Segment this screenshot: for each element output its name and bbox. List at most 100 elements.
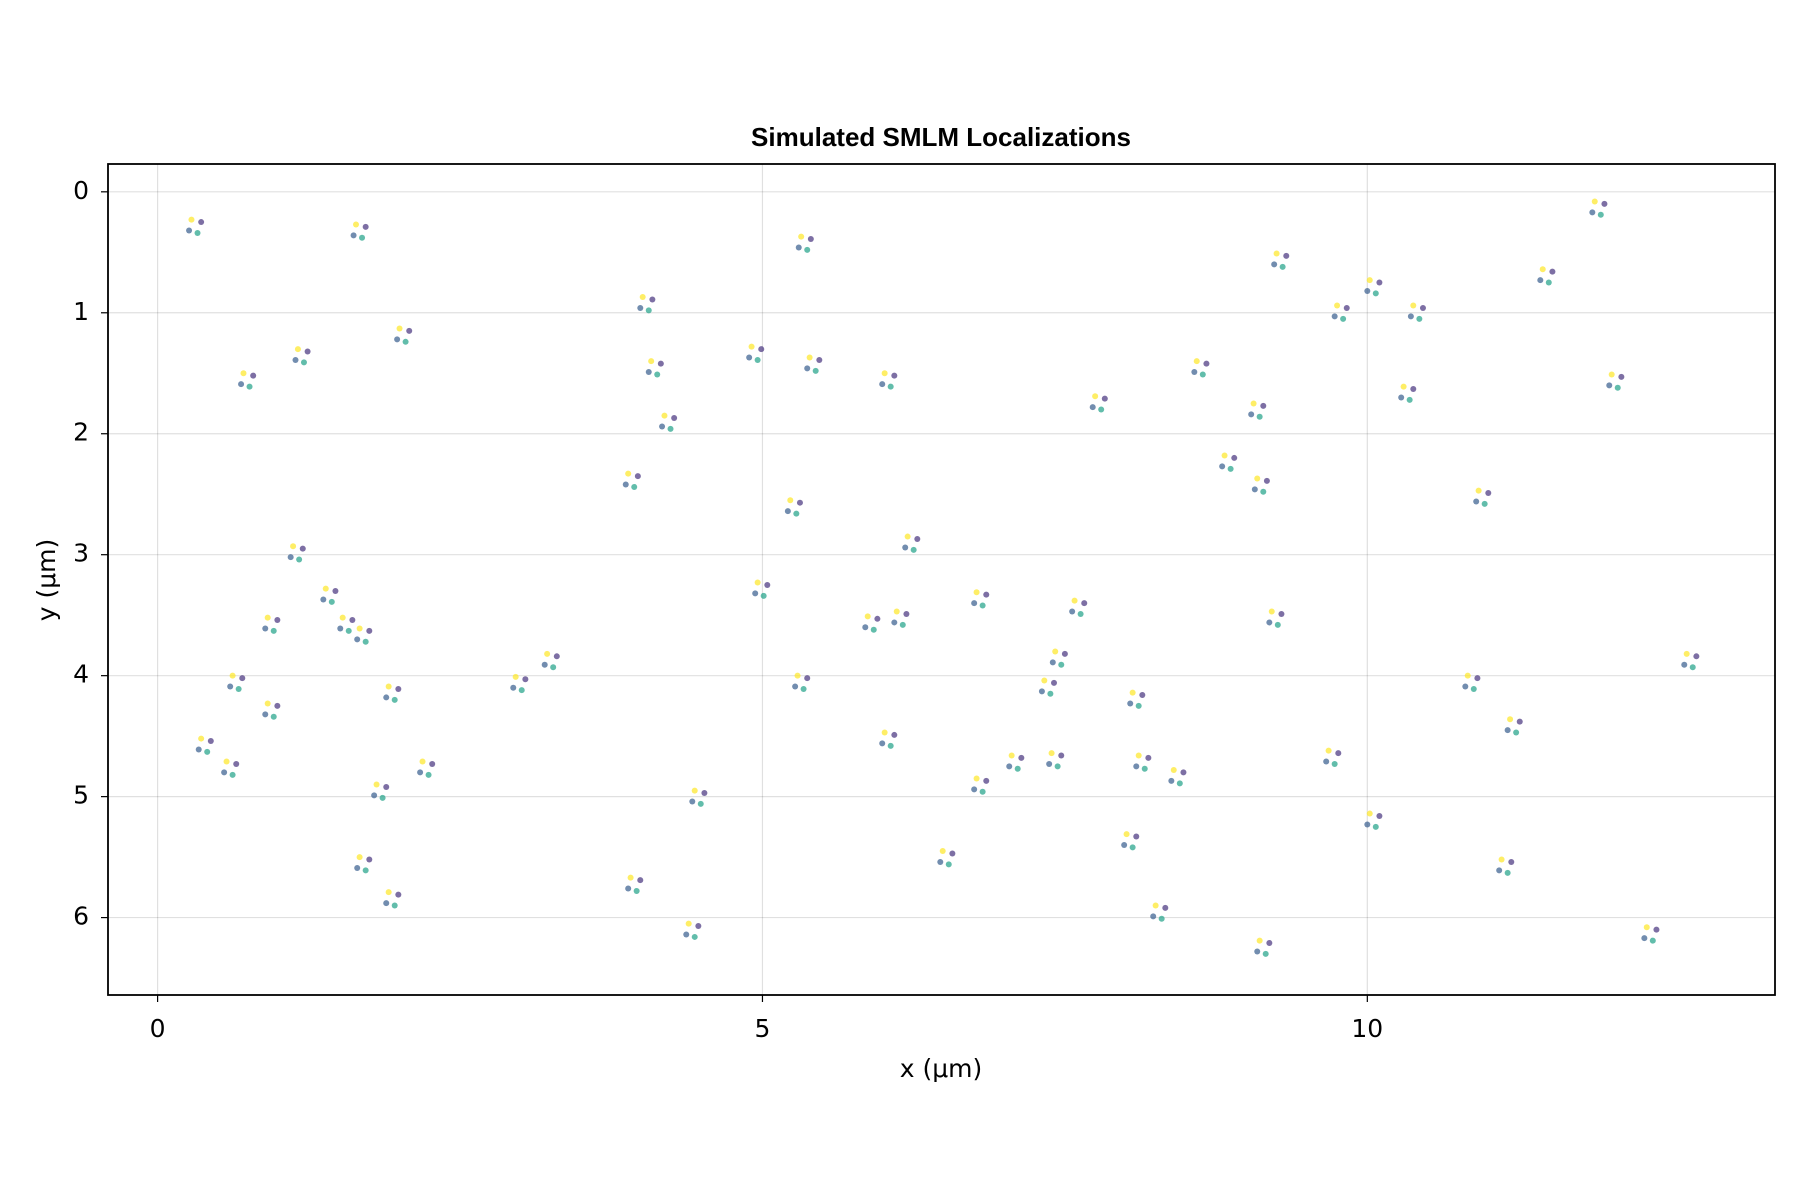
localization-point [1618,373,1625,380]
localization-point [1400,383,1407,390]
localization-point [1058,752,1065,759]
localization-point [262,625,269,632]
localization-point [1135,702,1142,709]
localization-point [870,626,877,633]
localization-point [240,370,247,377]
localization-point [1340,315,1347,322]
localization-point [1145,754,1152,761]
localization-point [195,746,202,753]
localization-point [1077,610,1084,617]
localization-point [625,885,632,892]
localization-point [402,338,409,345]
localization-point [1092,393,1099,400]
localization-point [262,711,269,718]
localization-point [274,702,281,709]
localization-point [350,232,357,239]
localization-point [1406,396,1413,403]
localization-point [354,636,361,643]
localization-point [1689,664,1696,671]
localization-point [899,621,906,628]
localization-point [1498,856,1505,863]
localization-point [764,581,771,588]
localization-point [1398,394,1405,401]
localization-point [1158,915,1165,922]
localization-point [1260,488,1267,495]
localization-point [510,684,517,691]
localization-point [806,354,813,361]
y-tick-label: 3 [73,539,89,568]
localization-point [1162,904,1169,911]
localization-point [671,415,678,422]
localization-point [322,585,329,592]
localization-point [1250,400,1257,407]
localization-point [198,735,205,742]
localization-point [971,600,978,607]
localization-point [746,354,753,361]
localization-point [1410,385,1417,392]
localization-point [356,854,363,861]
localization-point [1601,200,1608,207]
localization-point [695,923,702,930]
localization-point [320,596,327,603]
localization-point [639,294,646,301]
y-tick-label: 1 [73,297,89,326]
localization-point [1474,675,1481,682]
localization-point [1046,760,1053,767]
localization-point [903,610,910,617]
localization-point [1614,384,1621,391]
localization-point [758,346,765,353]
localization-point [1513,729,1520,736]
localization-point [910,546,917,553]
localization-point [648,358,655,365]
localization-point [522,676,529,683]
y-tick-label: 0 [73,176,89,205]
localization-point [1266,619,1273,626]
localization-point [1481,500,1488,507]
localization-point [1052,648,1059,655]
localization-point [1473,498,1480,505]
localization-point [204,748,211,755]
localization-point [1462,683,1469,690]
localization-point [1545,279,1552,286]
localization-point [391,696,398,703]
localization-point [396,325,403,332]
localization-point [383,900,390,907]
x-axis-label: x (μm) [900,1054,983,1083]
localization-point [417,769,424,776]
localization-point [1366,277,1373,284]
localization-point [1051,679,1058,686]
localization-point [879,740,886,747]
localization-point [633,887,640,894]
localization-point [667,425,674,432]
localization-point [634,473,641,480]
localization-point [914,535,921,542]
localization-point [1071,597,1078,604]
localization-point [1141,765,1148,772]
localization-point [1589,209,1596,216]
localization-point [385,683,392,690]
localization-point [1278,610,1285,617]
localization-point [239,675,246,682]
localization-point [383,783,390,790]
localization-point [1343,304,1350,311]
localization-point [1419,304,1426,311]
localization-point [683,931,690,938]
localization-point [971,786,978,793]
localization-point [1199,371,1206,378]
localization-point [625,470,632,477]
localization-point [300,359,307,366]
localization-point [373,781,380,788]
localization-point [1266,939,1273,946]
localization-point [1018,754,1025,761]
localization-point [1681,661,1688,668]
localization-point [332,587,339,594]
localization-point [1331,760,1338,767]
localization-point [1127,700,1134,707]
localization-point [1038,688,1045,695]
localization-point [649,296,656,303]
localization-point [339,614,346,621]
localization-point [1376,812,1383,819]
y-tick-label: 2 [73,418,89,447]
localization-point [973,589,980,596]
y-axis-label: y (μm) [32,539,61,622]
